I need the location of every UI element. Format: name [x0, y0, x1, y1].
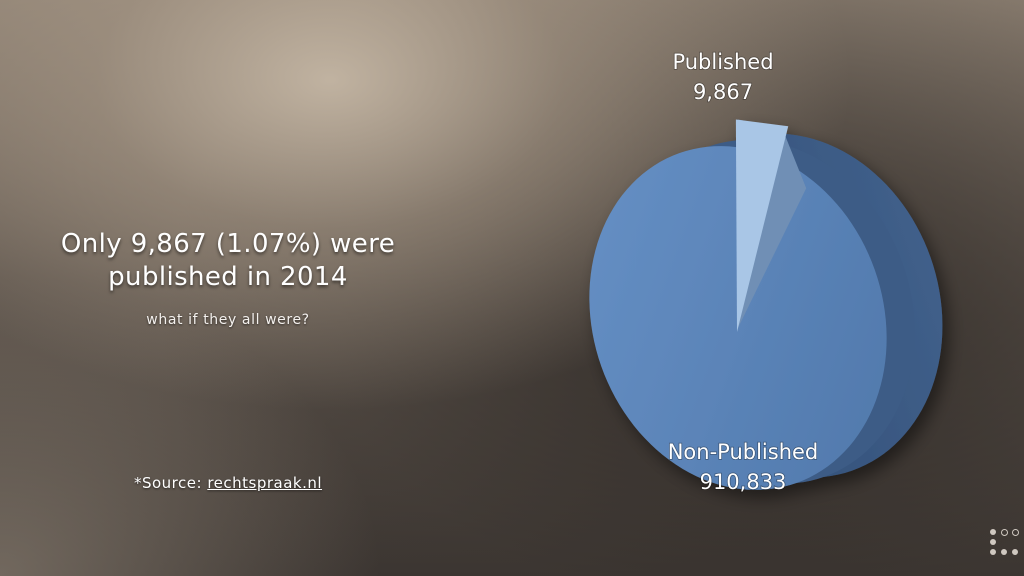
slide-navigation-dots-icon[interactable] [988, 527, 1020, 557]
label-non-published-value: 910,833 [700, 470, 787, 494]
source-link[interactable]: rechtspraak.nl [207, 474, 323, 492]
headline-line-1: Only 9,867 (1.07%) were [60, 229, 396, 259]
label-published-value: 9,867 [693, 80, 753, 104]
slide-headline: Only 9,867 (1.07%) were published in 201… [28, 228, 428, 294]
source-prefix: *Source: [133, 474, 208, 492]
label-published-name: Published [672, 50, 773, 74]
slide-subtitle: what if they all were? [146, 312, 310, 328]
source-note: *Source: rechtspraak.nl [28, 474, 428, 492]
pie-slice-published [735, 119, 789, 332]
headline-line-2: published in 2014 [108, 262, 348, 292]
label-non-published-name: Non-Published [668, 440, 819, 464]
